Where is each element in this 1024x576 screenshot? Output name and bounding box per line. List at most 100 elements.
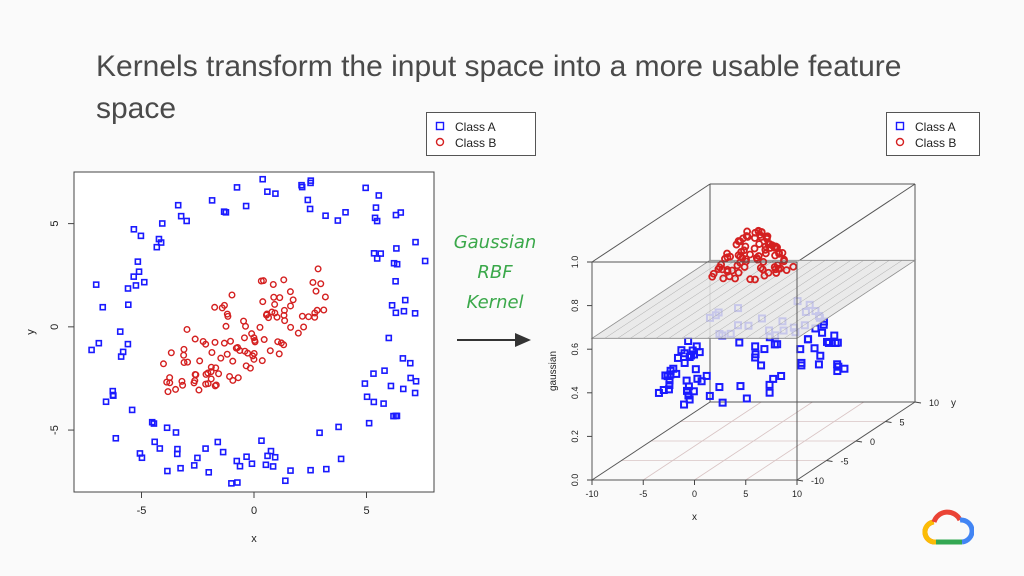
class-b-point bbox=[196, 357, 204, 365]
class-a-point bbox=[163, 424, 171, 432]
class-a-point bbox=[361, 380, 369, 387]
class-a-point bbox=[140, 278, 148, 286]
class-b-point bbox=[180, 359, 188, 367]
legend-label: Class B bbox=[455, 136, 497, 150]
kernel-annotation: Gaussian RBF Kernel bbox=[440, 228, 550, 318]
class-a-point bbox=[158, 220, 166, 227]
y-tick bbox=[914, 401, 922, 404]
class-b-point bbox=[244, 349, 252, 357]
class-a-point bbox=[661, 371, 670, 380]
class-b-point bbox=[761, 245, 770, 254]
class-a-point bbox=[377, 250, 385, 257]
class-a-point bbox=[818, 328, 827, 337]
z-tick-label: 0.2 bbox=[570, 430, 580, 443]
x-tick-label: 10 bbox=[792, 489, 802, 499]
class-b-point bbox=[300, 323, 308, 331]
y-tick-label: 5 bbox=[900, 418, 905, 428]
class-a-point bbox=[736, 382, 745, 391]
class-b-point bbox=[229, 357, 237, 365]
class-a-point bbox=[392, 309, 400, 317]
class-b-point bbox=[159, 360, 167, 368]
class-a-point bbox=[411, 389, 419, 397]
x-tick-label: -5 bbox=[639, 489, 647, 499]
legend-entry-class-a: Class A bbox=[435, 119, 527, 135]
class-b-point bbox=[191, 335, 199, 343]
class-a-point bbox=[672, 369, 681, 378]
class-a-point bbox=[164, 467, 171, 475]
legend-label: Class A bbox=[455, 120, 496, 134]
slide-title: Kernels transform the input space into a… bbox=[96, 50, 902, 125]
legend-entry-class-b: Class B bbox=[435, 135, 527, 151]
bounding-box-edge bbox=[591, 401, 711, 481]
class-a-point bbox=[116, 328, 124, 335]
class-a-point bbox=[751, 350, 760, 359]
class-a-point bbox=[796, 345, 805, 354]
class-a-point bbox=[399, 385, 407, 393]
annotation-line-3: Kernel bbox=[466, 292, 524, 313]
class-b-point bbox=[746, 275, 755, 284]
legend-label: Class A bbox=[915, 120, 956, 134]
class-a-point bbox=[833, 338, 842, 347]
class-b-point bbox=[208, 349, 216, 357]
class-a-point bbox=[718, 398, 727, 407]
class-a-point bbox=[365, 419, 373, 427]
class-a-point bbox=[372, 204, 380, 211]
circle-marker-icon bbox=[435, 136, 455, 150]
class-b-point bbox=[736, 258, 744, 267]
class-a-point bbox=[272, 190, 279, 197]
y-tick-label: -10 bbox=[811, 476, 824, 486]
x-tick-label: 0 bbox=[251, 505, 257, 517]
y-tick-label: -5 bbox=[49, 425, 61, 435]
plane-mesh-line bbox=[745, 260, 864, 339]
class-a-point bbox=[233, 457, 241, 465]
class-a-point bbox=[381, 367, 388, 374]
class-a-point bbox=[183, 217, 190, 225]
class-b-point bbox=[715, 263, 724, 272]
class-a-point bbox=[673, 353, 682, 362]
class-b-point bbox=[259, 298, 267, 306]
square-marker-icon bbox=[435, 120, 455, 134]
class-a-point bbox=[373, 217, 381, 225]
class-b-point bbox=[236, 347, 244, 355]
class-b-point bbox=[220, 339, 228, 347]
class-b-point bbox=[311, 309, 319, 317]
class-a-point bbox=[715, 383, 724, 392]
class-b-point bbox=[248, 330, 256, 338]
class-a-point bbox=[693, 374, 702, 383]
class-a-point bbox=[765, 388, 774, 397]
class-a-point bbox=[689, 387, 698, 396]
input-space-scatter-chart: -5 0 5 -5 0 5 x y bbox=[25, 171, 435, 545]
class-a-point bbox=[684, 391, 693, 400]
y-axis-label: y bbox=[25, 329, 37, 335]
y-tick bbox=[796, 479, 804, 482]
plane-mesh-line bbox=[732, 260, 852, 339]
class-a-point bbox=[132, 282, 140, 289]
class-b-point bbox=[743, 233, 752, 241]
class-a-point bbox=[150, 420, 158, 427]
class-b-point bbox=[257, 277, 265, 285]
class-a-point bbox=[334, 217, 342, 224]
class-a-point bbox=[124, 285, 132, 292]
class-a-point bbox=[695, 348, 704, 357]
class-a-point bbox=[130, 273, 138, 280]
class-b-point bbox=[184, 358, 192, 366]
class-b-point bbox=[286, 288, 294, 296]
plane-mesh-line bbox=[591, 260, 711, 339]
class-a-point bbox=[411, 310, 419, 317]
class-b-point bbox=[229, 376, 237, 384]
class-b-point bbox=[751, 275, 759, 284]
class-b-point bbox=[228, 291, 236, 299]
class-a-point bbox=[194, 454, 201, 462]
class-a-point bbox=[342, 208, 349, 216]
class-b-point bbox=[275, 350, 283, 358]
class-b-point bbox=[771, 251, 779, 260]
class-a-point bbox=[128, 406, 136, 414]
class-b-point bbox=[321, 293, 329, 301]
class-a-point bbox=[233, 184, 241, 191]
annotation-line-1: Gaussian bbox=[453, 232, 537, 253]
class-b-point bbox=[746, 250, 754, 259]
class-a-point bbox=[824, 338, 833, 347]
class-a-point bbox=[399, 355, 407, 362]
class-a-point bbox=[262, 461, 270, 469]
class-b-point bbox=[249, 352, 257, 360]
